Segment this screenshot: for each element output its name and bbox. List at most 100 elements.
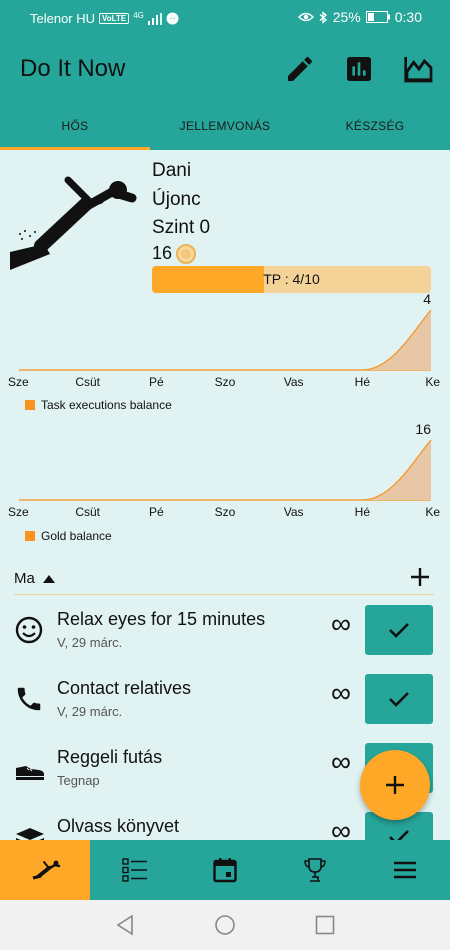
complete-task-button[interactable]: [365, 605, 433, 655]
chart-tick-label: Pé: [149, 375, 164, 389]
task-row[interactable]: Relax eyes for 15 minutes V, 29 márc. ∞: [0, 605, 450, 671]
chart-series-line: [362, 439, 432, 501]
bar-chart-icon: [347, 57, 371, 81]
trend-button[interactable]: [403, 53, 435, 85]
area-chart-icon: [404, 57, 433, 83]
task-title: Contact relatives: [57, 678, 192, 698]
infinity-icon: ∞: [331, 815, 351, 841]
chart-tick-label: Vas: [284, 505, 304, 519]
chart-data-label: 16: [415, 421, 431, 437]
checkmark-icon: [389, 623, 409, 638]
legend-swatch: [25, 531, 35, 541]
nav-tasks[interactable]: [90, 840, 180, 900]
eye-icon: [297, 12, 314, 22]
chart-tick-label: Szo: [215, 505, 236, 519]
hero-rank: Újonc: [152, 189, 201, 210]
task-icon: [14, 684, 44, 714]
phone-icon: [17, 687, 41, 711]
chart-tick-label: Csüt: [75, 505, 100, 519]
chart-area: [362, 310, 431, 370]
chart-tick-label: Sze: [8, 505, 29, 519]
smiley-icon: [15, 616, 43, 644]
volte-badge: VoLTE: [99, 13, 130, 24]
shoe-icon: [16, 766, 44, 780]
status-bar: Telenor HU VoLTE 4G 25% 0:30: [0, 0, 450, 35]
calendar-icon: [213, 858, 237, 883]
tp-progress-label: TP : 4/10: [263, 271, 320, 287]
messenger-icon: [166, 12, 179, 25]
task-icon: [14, 753, 44, 783]
app-bar: Do It Now: [0, 35, 450, 103]
infinity-icon: ∞: [331, 608, 351, 639]
network-label: 4G: [133, 11, 144, 20]
home-icon[interactable]: [214, 914, 236, 936]
infinity-icon: ∞: [331, 746, 351, 777]
nav-menu[interactable]: [360, 840, 450, 900]
plus-icon: [411, 568, 429, 586]
tab-bar: HŐS JELLEMVONÁS KÉSZSÉG: [0, 103, 450, 150]
gold-amount: 16: [152, 243, 173, 263]
hero-level: Szint 0: [152, 217, 211, 238]
task-row[interactable]: Contact relatives V, 29 márc. ∞: [0, 674, 450, 740]
legend-swatch: [25, 400, 35, 410]
task-icon: [14, 615, 44, 645]
chart-svg: 4 Sze Csüt Pé Szo Vas Hé Ke: [8, 291, 440, 389]
books-icon: [16, 828, 44, 840]
coin-icon: [176, 243, 197, 264]
legend-label: Gold balance: [41, 529, 112, 543]
tab-skills[interactable]: KÉSZSÉG: [345, 119, 405, 133]
tab-traits[interactable]: JELLEMVONÁS: [179, 119, 271, 133]
diver-icon: [32, 860, 61, 880]
legend-label: Task executions balance: [41, 398, 172, 412]
bottom-navigation: [0, 840, 450, 900]
diver-icon: [10, 176, 137, 270]
add-fab-button[interactable]: [360, 750, 430, 820]
hero-avatar: [8, 170, 140, 274]
recents-icon[interactable]: [314, 914, 336, 936]
nav-hero[interactable]: [0, 840, 90, 900]
checkmark-icon: [389, 830, 409, 840]
chart-legend-gold: Gold balance: [25, 529, 112, 543]
edit-button[interactable]: [284, 53, 316, 85]
chart-tick-label: Hé: [355, 505, 371, 519]
task-filter-dropdown[interactable]: Ma: [14, 570, 55, 587]
task-title: Relax eyes for 15 minutes: [57, 609, 266, 629]
battery-icon: [365, 11, 390, 23]
chart-tick-label: Ke: [425, 505, 440, 519]
nav-achievements[interactable]: [270, 840, 360, 900]
chart-tick-label: Pé: [149, 505, 164, 519]
chart-tick-label: Szo: [215, 375, 236, 389]
carrier-label: Telenor HU: [30, 11, 96, 26]
chart-tick-label: Hé: [355, 375, 371, 389]
hero-name: Dani: [152, 160, 192, 181]
task-title: Reggeli futás: [57, 747, 163, 767]
infinity-icon: ∞: [331, 677, 351, 708]
battery-percent: 25%: [332, 9, 361, 25]
stats-button[interactable]: [343, 53, 375, 85]
gold-display: 16: [152, 243, 197, 264]
task-icon: [14, 822, 44, 840]
task-date: V, 29 márc.: [57, 635, 123, 650]
add-task-button[interactable]: [410, 567, 430, 587]
chart-tick-label: Csüt: [75, 375, 100, 389]
task-row[interactable]: Olvass könyvet ∞: [0, 812, 450, 840]
nav-calendar[interactable]: [180, 840, 270, 900]
section-divider: [14, 594, 434, 595]
plus-icon: [386, 776, 404, 794]
bluetooth-icon: [319, 10, 327, 24]
hamburger-menu-icon: [394, 861, 416, 879]
chart-svg: 16 Sze Csüt Pé Szo Vas Hé Ke: [8, 421, 440, 519]
app-title: Do It Now: [20, 55, 126, 82]
chart-tick-label: Sze: [8, 375, 29, 389]
tp-progress-bar: TP : 4/10: [152, 266, 431, 293]
chart-tick-label: Vas: [284, 375, 304, 389]
chart-data-label: 4: [423, 291, 431, 307]
complete-task-button[interactable]: [365, 674, 433, 724]
tab-hero[interactable]: HŐS: [0, 103, 150, 150]
chart-area: [362, 440, 431, 500]
pencil-icon: [288, 56, 313, 81]
task-date: V, 29 márc.: [57, 704, 123, 719]
back-icon[interactable]: [114, 914, 136, 936]
checkmark-icon: [389, 692, 409, 707]
trophy-icon: [304, 858, 326, 882]
